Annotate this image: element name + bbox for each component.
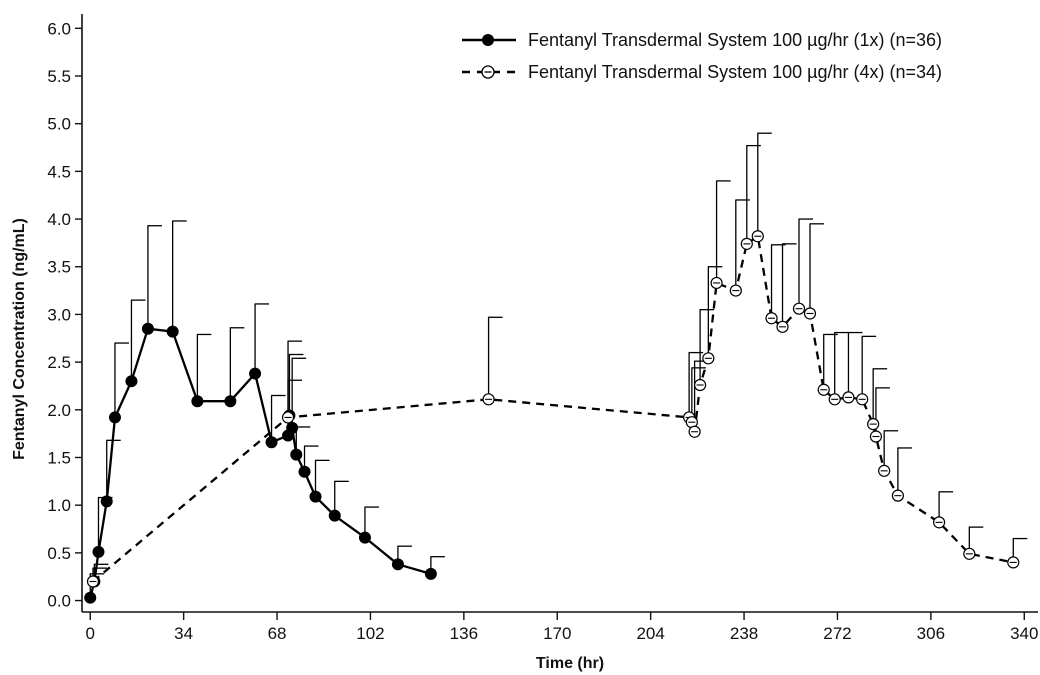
x-tick-label: 0 (86, 624, 95, 643)
x-tick-label: 136 (450, 624, 478, 643)
x-tick-label: 102 (356, 624, 384, 643)
data-point (358, 531, 371, 544)
x-tick-label: 204 (636, 624, 664, 643)
data-point (328, 509, 341, 522)
y-tick-label: 1.5 (47, 448, 71, 467)
legend-item-1x: Fentanyl Transdermal System 100 µg/hr (1… (462, 30, 942, 50)
legend-label-4x: Fentanyl Transdermal System 100 µg/hr (4… (528, 62, 942, 82)
series-line (89, 327, 432, 598)
data-point (84, 591, 97, 604)
y-ticks: 0.0 0.5 1.0 1.5 2.0 2.5 3.0 3.5 4.0 4.5 5.0 5.5 6.0 (47, 19, 82, 611)
data-point (141, 322, 154, 335)
data-point (298, 465, 311, 478)
data-point (265, 436, 278, 449)
y-tick-label: 2.5 (47, 353, 71, 372)
x-ticks: 0 34 68 102 136 170 204 238 272 306 340 (86, 612, 1038, 643)
x-tick-label: 340 (1010, 624, 1038, 643)
x-tick-label: 170 (543, 624, 571, 643)
series-layer (84, 132, 1028, 604)
data-point (391, 558, 404, 571)
x-axis-title: Time (hr) (536, 655, 604, 672)
data-point (125, 375, 138, 388)
data-point (166, 325, 179, 338)
data-point (290, 448, 303, 461)
x-tick-label: 272 (823, 624, 851, 643)
y-tick-label: 6.0 (47, 19, 71, 38)
series-1x (84, 220, 445, 604)
data-point (424, 567, 437, 580)
y-tick-label: 4.5 (47, 162, 71, 181)
axes: 0.00.51.01.52.02.53.03.54.04.55.05.56.0 … (47, 14, 1038, 643)
data-point (92, 545, 105, 558)
y-tick-label: 2.0 (47, 401, 71, 420)
data-point (108, 411, 121, 424)
x-tick-label: 238 (730, 624, 758, 643)
y-tick-label: 3.0 (47, 305, 71, 324)
x-tick-label: 34 (174, 624, 193, 643)
series-line (92, 235, 1014, 583)
y-tick-label: 0.0 (47, 592, 71, 611)
legend-item-4x: Fentanyl Transdermal System 100 µg/hr (4… (462, 62, 942, 82)
data-point (249, 367, 262, 380)
data-point (224, 395, 237, 408)
legend-marker-1x (482, 34, 494, 46)
legend-label-1x: Fentanyl Transdermal System 100 µg/hr (1… (528, 30, 942, 50)
y-tick-label: 1.0 (47, 496, 71, 515)
data-point (191, 395, 204, 408)
y-tick-label: 5.5 (47, 67, 71, 86)
y-tick-label: 5.0 (47, 115, 71, 134)
data-point (100, 495, 113, 508)
data-point (286, 421, 299, 434)
x-tick-label: 68 (268, 624, 287, 643)
y-axis-title: Fentanyl Concentration (ng/mL) (11, 218, 28, 460)
y-tick-label: 3.5 (47, 258, 71, 277)
x-tick-label: 306 (917, 624, 945, 643)
series-4x (86, 132, 1028, 588)
legend: Fentanyl Transdermal System 100 µg/hr (1… (462, 30, 942, 82)
y-tick-label: 4.0 (47, 210, 71, 229)
data-point (309, 490, 322, 503)
y-tick-label: 0.5 (47, 544, 71, 563)
